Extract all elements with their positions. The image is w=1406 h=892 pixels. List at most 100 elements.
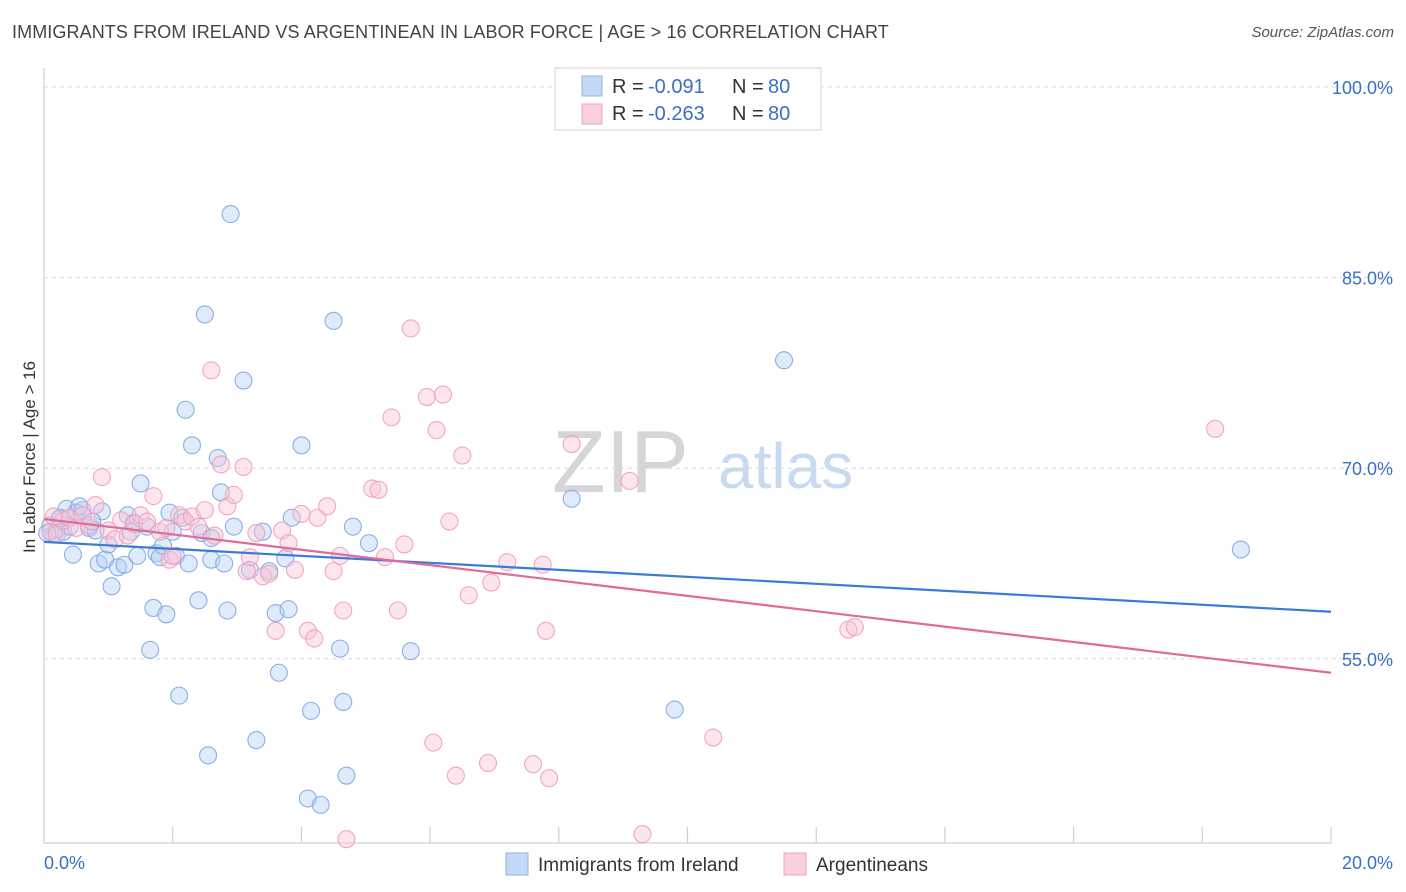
- argentinean-point: [137, 512, 157, 531]
- ireland-point: [337, 766, 356, 785]
- argentinean-point: [337, 830, 356, 849]
- ireland-point: [221, 205, 240, 224]
- watermark-zip: ZIP: [552, 412, 689, 511]
- x-tick-label-max: 20.0%: [1342, 853, 1393, 873]
- trend-lines: [43, 517, 1332, 674]
- argentinean-point: [540, 769, 559, 788]
- argentinean-point: [44, 507, 63, 526]
- ireland-point: [247, 731, 266, 750]
- ireland-point: [115, 555, 134, 574]
- ireland-point: [128, 546, 147, 565]
- ireland-point: [176, 400, 195, 419]
- argentinean-trend-line: [43, 517, 1332, 674]
- series-legend: Immigrants from Ireland Argentineans: [505, 852, 928, 876]
- stats-legend: R = -0.091 N = 80 R = -0.263 N = 80: [554, 67, 822, 131]
- ireland-point: [292, 436, 311, 455]
- ireland-point: [179, 554, 198, 573]
- ireland-point: [253, 522, 272, 541]
- series-legend-swatch-ireland: [505, 852, 529, 876]
- argentinean-point: [424, 733, 443, 752]
- argentinean-point: [478, 753, 498, 773]
- stats-n-label-2: N =: [732, 103, 764, 125]
- ireland-point: [199, 746, 218, 765]
- x-ticks: [172, 827, 1332, 843]
- argentinean-point: [562, 435, 581, 454]
- argentinean-point: [417, 388, 436, 407]
- argentinean-point: [395, 535, 414, 554]
- stats-r-value-2: -0.263: [648, 103, 705, 125]
- argentinean-point: [234, 457, 253, 476]
- argentinean-point: [536, 621, 555, 640]
- ireland-point: [157, 605, 176, 624]
- argentinean-point: [86, 495, 105, 515]
- ireland-point: [234, 371, 253, 390]
- ireland-point: [63, 545, 83, 564]
- argentinean-point: [318, 497, 337, 516]
- argentinean-point: [376, 548, 395, 567]
- argentinean-point: [240, 548, 259, 567]
- argentinean-point: [845, 617, 864, 637]
- ireland-point: [279, 600, 298, 619]
- argentinean-point: [382, 408, 401, 427]
- ireland-point: [131, 474, 150, 493]
- argentinean-point: [224, 485, 243, 504]
- stats-r-label-2: R =: [612, 103, 644, 125]
- argentinean-point: [260, 564, 279, 583]
- y-tick-label: 70.0%: [1342, 459, 1393, 479]
- series-argentinean-points: [41, 319, 1225, 849]
- ireland-point: [665, 700, 684, 719]
- argentinean-point: [524, 755, 543, 774]
- ireland-point: [224, 517, 243, 536]
- argentinean-point: [324, 562, 343, 581]
- ireland-point: [343, 517, 362, 536]
- argentinean-point: [1206, 419, 1225, 438]
- ireland-point: [334, 692, 353, 712]
- ireland-point: [141, 640, 160, 659]
- ireland-point: [269, 663, 288, 682]
- ireland-point: [195, 305, 214, 324]
- argentinean-point: [202, 361, 221, 380]
- stats-n-value-2: 80: [768, 103, 790, 125]
- ireland-point: [218, 601, 237, 620]
- y-tick-label: 55.0%: [1342, 650, 1393, 670]
- argentinean-point: [144, 487, 163, 506]
- ireland-point: [102, 577, 121, 596]
- stats-r-label-1: R =: [612, 76, 644, 98]
- argentinean-point: [363, 479, 382, 498]
- argentinean-point: [369, 480, 388, 499]
- ireland-point: [774, 351, 794, 370]
- series-legend-swatch-argentinean: [783, 852, 807, 876]
- argentinean-point: [237, 562, 256, 581]
- argentinean-point: [433, 385, 453, 404]
- ireland-point: [170, 686, 189, 705]
- argentinean-point: [163, 546, 182, 565]
- argentinean-point: [292, 504, 311, 523]
- argentinean-point: [298, 621, 317, 640]
- argentinean-point: [482, 573, 501, 592]
- ireland-point: [324, 311, 343, 330]
- series-legend-label-argentinean: Argentineans: [816, 855, 928, 876]
- argentinean-point: [247, 523, 266, 543]
- stats-r-value-1: -0.091: [648, 76, 705, 98]
- argentinean-point: [211, 455, 231, 474]
- argentinean-point: [266, 621, 285, 640]
- y-axis-title: In Labor Force | Age > 16: [20, 361, 39, 553]
- argentinean-point: [334, 601, 353, 620]
- argentinean-point: [427, 421, 446, 440]
- argentinean-point: [440, 512, 459, 531]
- argentinean-point: [218, 497, 237, 516]
- stats-legend-swatch-blue: [581, 75, 603, 97]
- stats-n-value-1: 80: [768, 76, 790, 98]
- ireland-point: [401, 642, 420, 661]
- argentinean-point: [285, 560, 305, 579]
- argentinean-point: [118, 526, 137, 545]
- series-legend-label-ireland: Immigrants from Ireland: [538, 855, 739, 876]
- ireland-point: [215, 554, 234, 573]
- y-tick-labels: 55.0% 70.0% 85.0% 100.0%: [1332, 78, 1393, 670]
- argentinean-point: [92, 468, 111, 487]
- argentinean-point: [388, 601, 407, 620]
- ireland-point: [311, 795, 330, 814]
- argentinean-point: [704, 728, 723, 747]
- stats-n-label-1: N =: [732, 76, 764, 98]
- ireland-point: [189, 591, 208, 610]
